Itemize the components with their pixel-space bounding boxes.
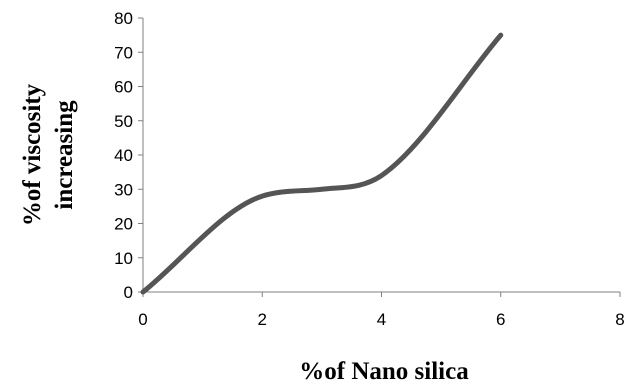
y-tick-label: 50 [114, 112, 133, 131]
axes [138, 17, 621, 297]
y-tick-label: 70 [114, 43, 133, 62]
x-tick-label: 8 [615, 310, 624, 329]
x-tick-label: 2 [258, 310, 267, 329]
y-tick-label: 0 [124, 283, 133, 302]
x-tick-label: 0 [138, 310, 147, 329]
y-axis-title-line-1: %of viscosity [19, 83, 46, 226]
x-axis-title: %of Nano silica [299, 358, 469, 385]
y-tick-label: 80 [114, 9, 133, 28]
y-tick-label: 20 [114, 215, 133, 234]
series-line [140, 32, 504, 295]
y-axis-title-line-2: increasing [51, 100, 78, 210]
y-tick-label: 60 [114, 78, 133, 97]
tick-labels: 0 10 20 30 40 50 60 70 80 0 2 4 6 8 [114, 9, 625, 329]
x-tick-label: 4 [377, 310, 386, 329]
y-tick-label: 40 [114, 146, 133, 165]
x-tick-label: 6 [496, 310, 505, 329]
y-tick-label: 30 [114, 180, 133, 199]
y-tick-label: 10 [114, 249, 133, 268]
series-layer [140, 32, 504, 295]
